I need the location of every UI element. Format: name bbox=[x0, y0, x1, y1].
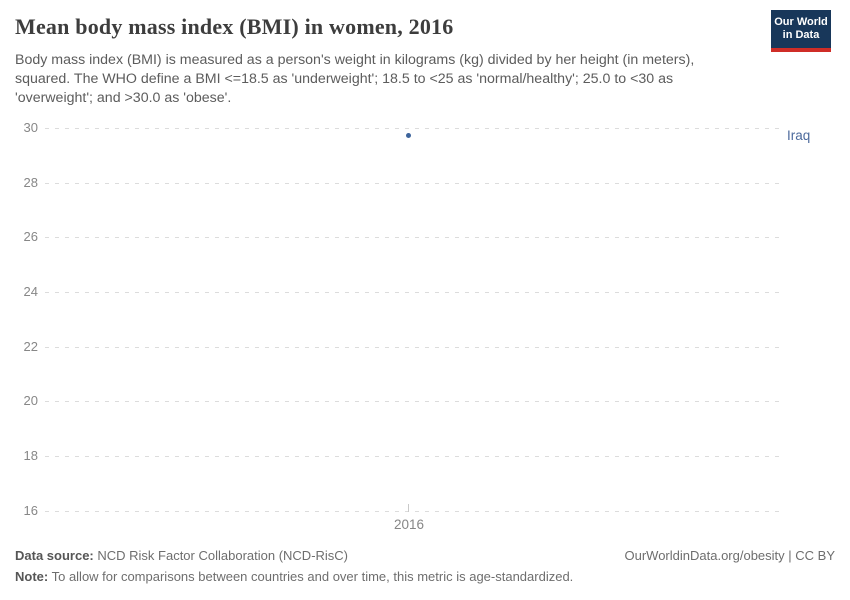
data-source-label: Data source: bbox=[15, 548, 94, 563]
y-axis-tick-label: 26 bbox=[23, 229, 38, 244]
owid-logo-box: Our World in Data bbox=[771, 10, 831, 48]
chart-subtitle: Body mass index (BMI) is measured as a p… bbox=[15, 52, 695, 106]
y-axis-tick-label: 24 bbox=[23, 284, 38, 299]
x-axis-tick-mark bbox=[408, 504, 409, 512]
y-axis-tick-label: 30 bbox=[23, 120, 38, 135]
entity-label-iraq[interactable]: Iraq bbox=[787, 128, 811, 143]
note-label: Note: bbox=[15, 569, 49, 584]
gridline bbox=[45, 183, 783, 184]
data-point-iraq[interactable] bbox=[406, 133, 411, 138]
y-axis-tick-label: 16 bbox=[23, 503, 38, 518]
x-axis-tick-label: 2016 bbox=[393, 517, 425, 532]
y-axis-tick-label: 28 bbox=[23, 175, 38, 190]
gridline bbox=[45, 401, 783, 402]
owid-logo-line1: Our World bbox=[774, 16, 828, 28]
y-axis-tick-label: 18 bbox=[23, 448, 38, 463]
gridline bbox=[45, 128, 783, 129]
data-source-value: NCD Risk Factor Collaboration (NCD-RisC) bbox=[93, 548, 349, 563]
gridline bbox=[45, 511, 783, 512]
gridline bbox=[45, 237, 783, 238]
chart-title: Mean body mass index (BMI) in women, 201… bbox=[15, 14, 454, 39]
note-line: Note: To allow for comparisons between c… bbox=[15, 569, 835, 584]
y-axis-tick-label: 20 bbox=[23, 393, 38, 408]
gridline bbox=[45, 347, 783, 348]
owid-logo-stripe bbox=[771, 48, 831, 52]
gridline bbox=[45, 456, 783, 457]
owid-logo-line2: in Data bbox=[782, 29, 820, 41]
data-source-line: Data source: NCD Risk Factor Collaborati… bbox=[15, 548, 348, 563]
license-link[interactable]: OurWorldinData.org/obesity | CC BY bbox=[624, 548, 836, 563]
y-axis-tick-label: 22 bbox=[23, 339, 38, 354]
owid-logo[interactable]: Our World in Data bbox=[771, 10, 831, 52]
gridline bbox=[45, 292, 783, 293]
note-value: To allow for comparisons between countri… bbox=[48, 569, 574, 584]
